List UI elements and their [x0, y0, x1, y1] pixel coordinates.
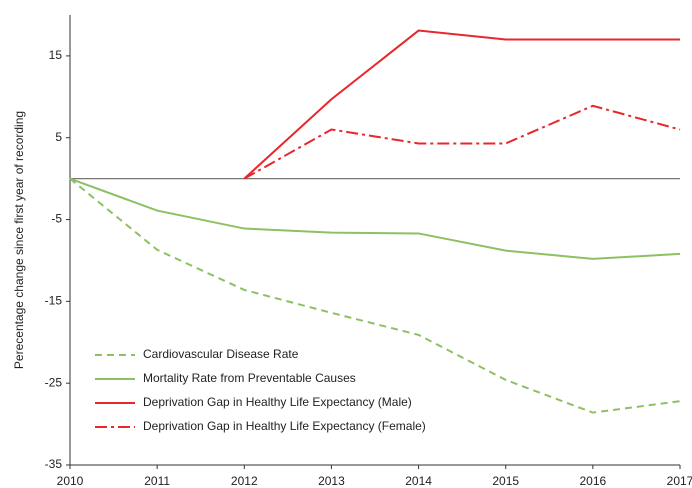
series-line — [243, 104, 681, 180]
series-line — [243, 29, 680, 180]
y-axis-label: Perecentage change since first year of r… — [12, 111, 26, 369]
x-tick-label: 2015 — [492, 474, 519, 488]
x-tick-label: 2017 — [667, 474, 692, 488]
x-tick-label: 2014 — [405, 474, 432, 488]
y-tick-label: 5 — [55, 130, 62, 144]
y-tick-label: -25 — [45, 375, 63, 389]
x-tick-label: 2013 — [318, 474, 345, 488]
x-tick-label: 2010 — [57, 474, 84, 488]
legend-label: Cardiovascular Disease Rate — [143, 347, 299, 361]
series-line — [69, 177, 681, 414]
legend-label: Deprivation Gap in Healthy Life Expectan… — [143, 419, 426, 433]
legend-label: Mortality Rate from Preventable Causes — [143, 371, 356, 385]
x-tick-label: 2012 — [231, 474, 258, 488]
y-tick-label: -35 — [45, 457, 63, 471]
x-tick-label: 2011 — [144, 474, 170, 488]
legend-label: Deprivation Gap in Healthy Life Expectan… — [143, 395, 412, 409]
y-tick-label: -15 — [45, 294, 63, 308]
x-tick-label: 2016 — [580, 474, 607, 488]
y-tick-label: 15 — [49, 48, 63, 62]
series-line — [69, 177, 681, 260]
y-tick-label: -5 — [51, 212, 62, 226]
